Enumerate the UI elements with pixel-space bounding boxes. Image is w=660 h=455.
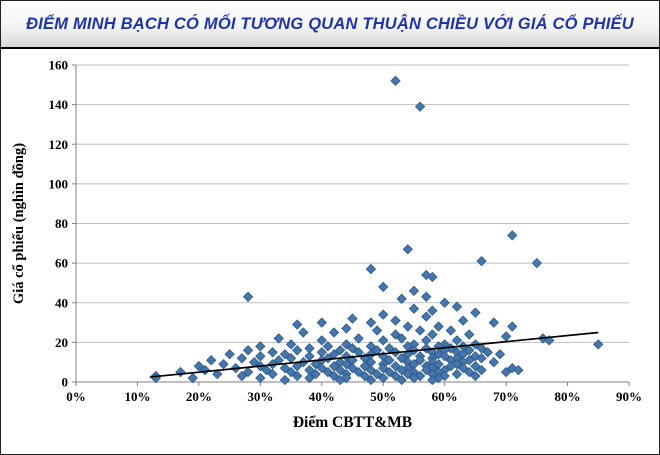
page-title: ĐIỂM MINH BẠCH CÓ MỐI TƯƠNG QUAN THUẬN C… <box>26 14 634 33</box>
y-gridlines <box>76 64 629 343</box>
trend-line <box>149 331 599 378</box>
svg-text:90%: 90% <box>616 389 642 404</box>
svg-text:160: 160 <box>49 58 69 73</box>
chart-area: 0 20 40 60 80 100 120 140 160 0% 10% 20% 30% 40% 50% 60… <box>1 49 659 454</box>
svg-text:70%: 70% <box>493 389 519 404</box>
svg-text:140: 140 <box>49 97 69 112</box>
scatter-chart: 0 20 40 60 80 100 120 140 160 0% 10% 20% 30% 40% 50% 60… <box>11 58 642 432</box>
axes <box>72 64 630 386</box>
svg-text:0%: 0% <box>66 389 86 404</box>
svg-text:0: 0 <box>62 375 69 390</box>
svg-text:80%: 80% <box>555 389 581 404</box>
svg-text:10%: 10% <box>124 389 150 404</box>
svg-text:40%: 40% <box>309 389 335 404</box>
y-tick-labels: 0 20 40 60 80 100 120 140 160 <box>49 58 69 390</box>
y-axis-title: Giá cổ phiếu (nghìn đồng) <box>11 143 27 304</box>
svg-text:40: 40 <box>55 295 68 310</box>
svg-text:20: 20 <box>55 335 68 350</box>
svg-text:20%: 20% <box>186 389 212 404</box>
svg-text:120: 120 <box>49 137 69 152</box>
x-axis-title: Điểm CBTT&MB <box>293 414 412 431</box>
x-tick-labels: 0% 10% 20% 30% 40% 50% 60% 70% 80% 90% <box>66 389 642 404</box>
svg-text:60: 60 <box>55 256 68 271</box>
svg-text:100: 100 <box>49 176 69 191</box>
svg-text:60%: 60% <box>432 389 458 404</box>
chart-header: ĐIỂM MINH BẠCH CÓ MỐI TƯƠNG QUAN THUẬN C… <box>1 1 659 49</box>
svg-text:80: 80 <box>55 216 68 231</box>
svg-text:50%: 50% <box>370 389 396 404</box>
svg-text:30%: 30% <box>247 389 273 404</box>
